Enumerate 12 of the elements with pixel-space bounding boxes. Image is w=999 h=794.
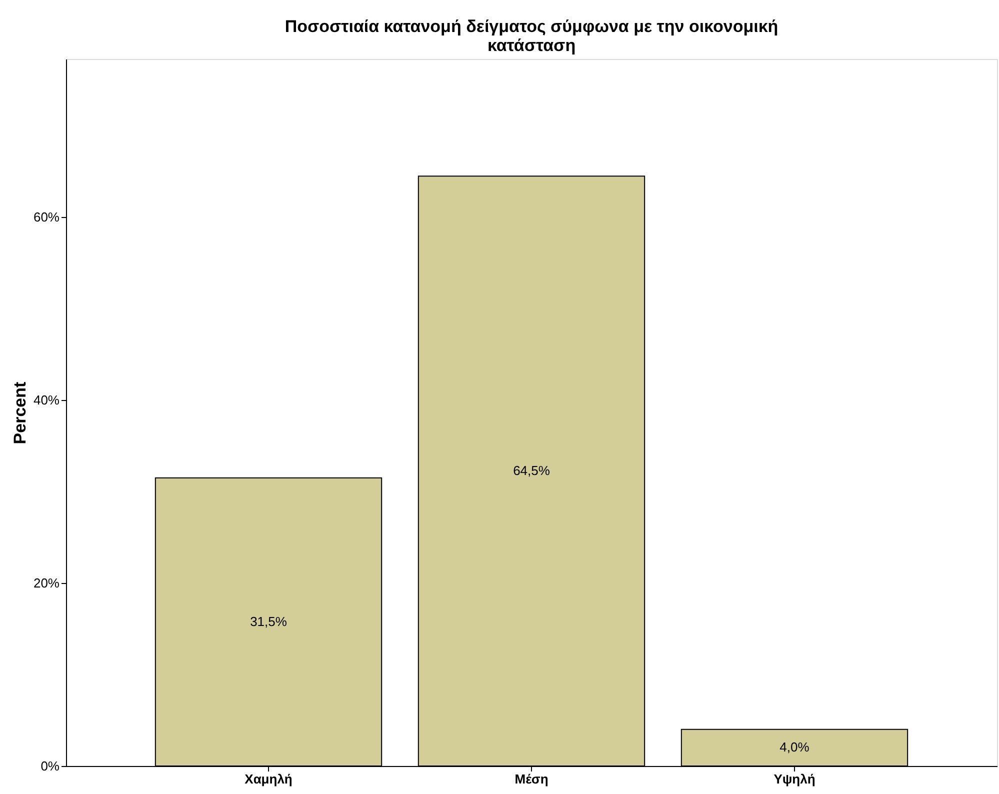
x-tick-label: Μέση [514, 772, 548, 786]
y-tick-label: 20% [33, 576, 60, 591]
y-tick-label: 40% [33, 392, 60, 408]
y-tick-label: 0% [40, 758, 60, 774]
y-tick-label: 60% [33, 210, 60, 225]
data-label: 64,5% [513, 463, 550, 478]
y-axis-title: Percent [10, 381, 30, 444]
x-tick-label: Υψηλή [774, 772, 816, 786]
data-label: 4,0% [780, 740, 810, 755]
data-label: 31,5% [250, 614, 288, 629]
x-tick-label: Χαμηλή [244, 772, 292, 786]
chart-title: Ποσοστιαία κατανομή δείγματος σύμφωνα με την οικονομική κατάσταση [284, 17, 778, 55]
